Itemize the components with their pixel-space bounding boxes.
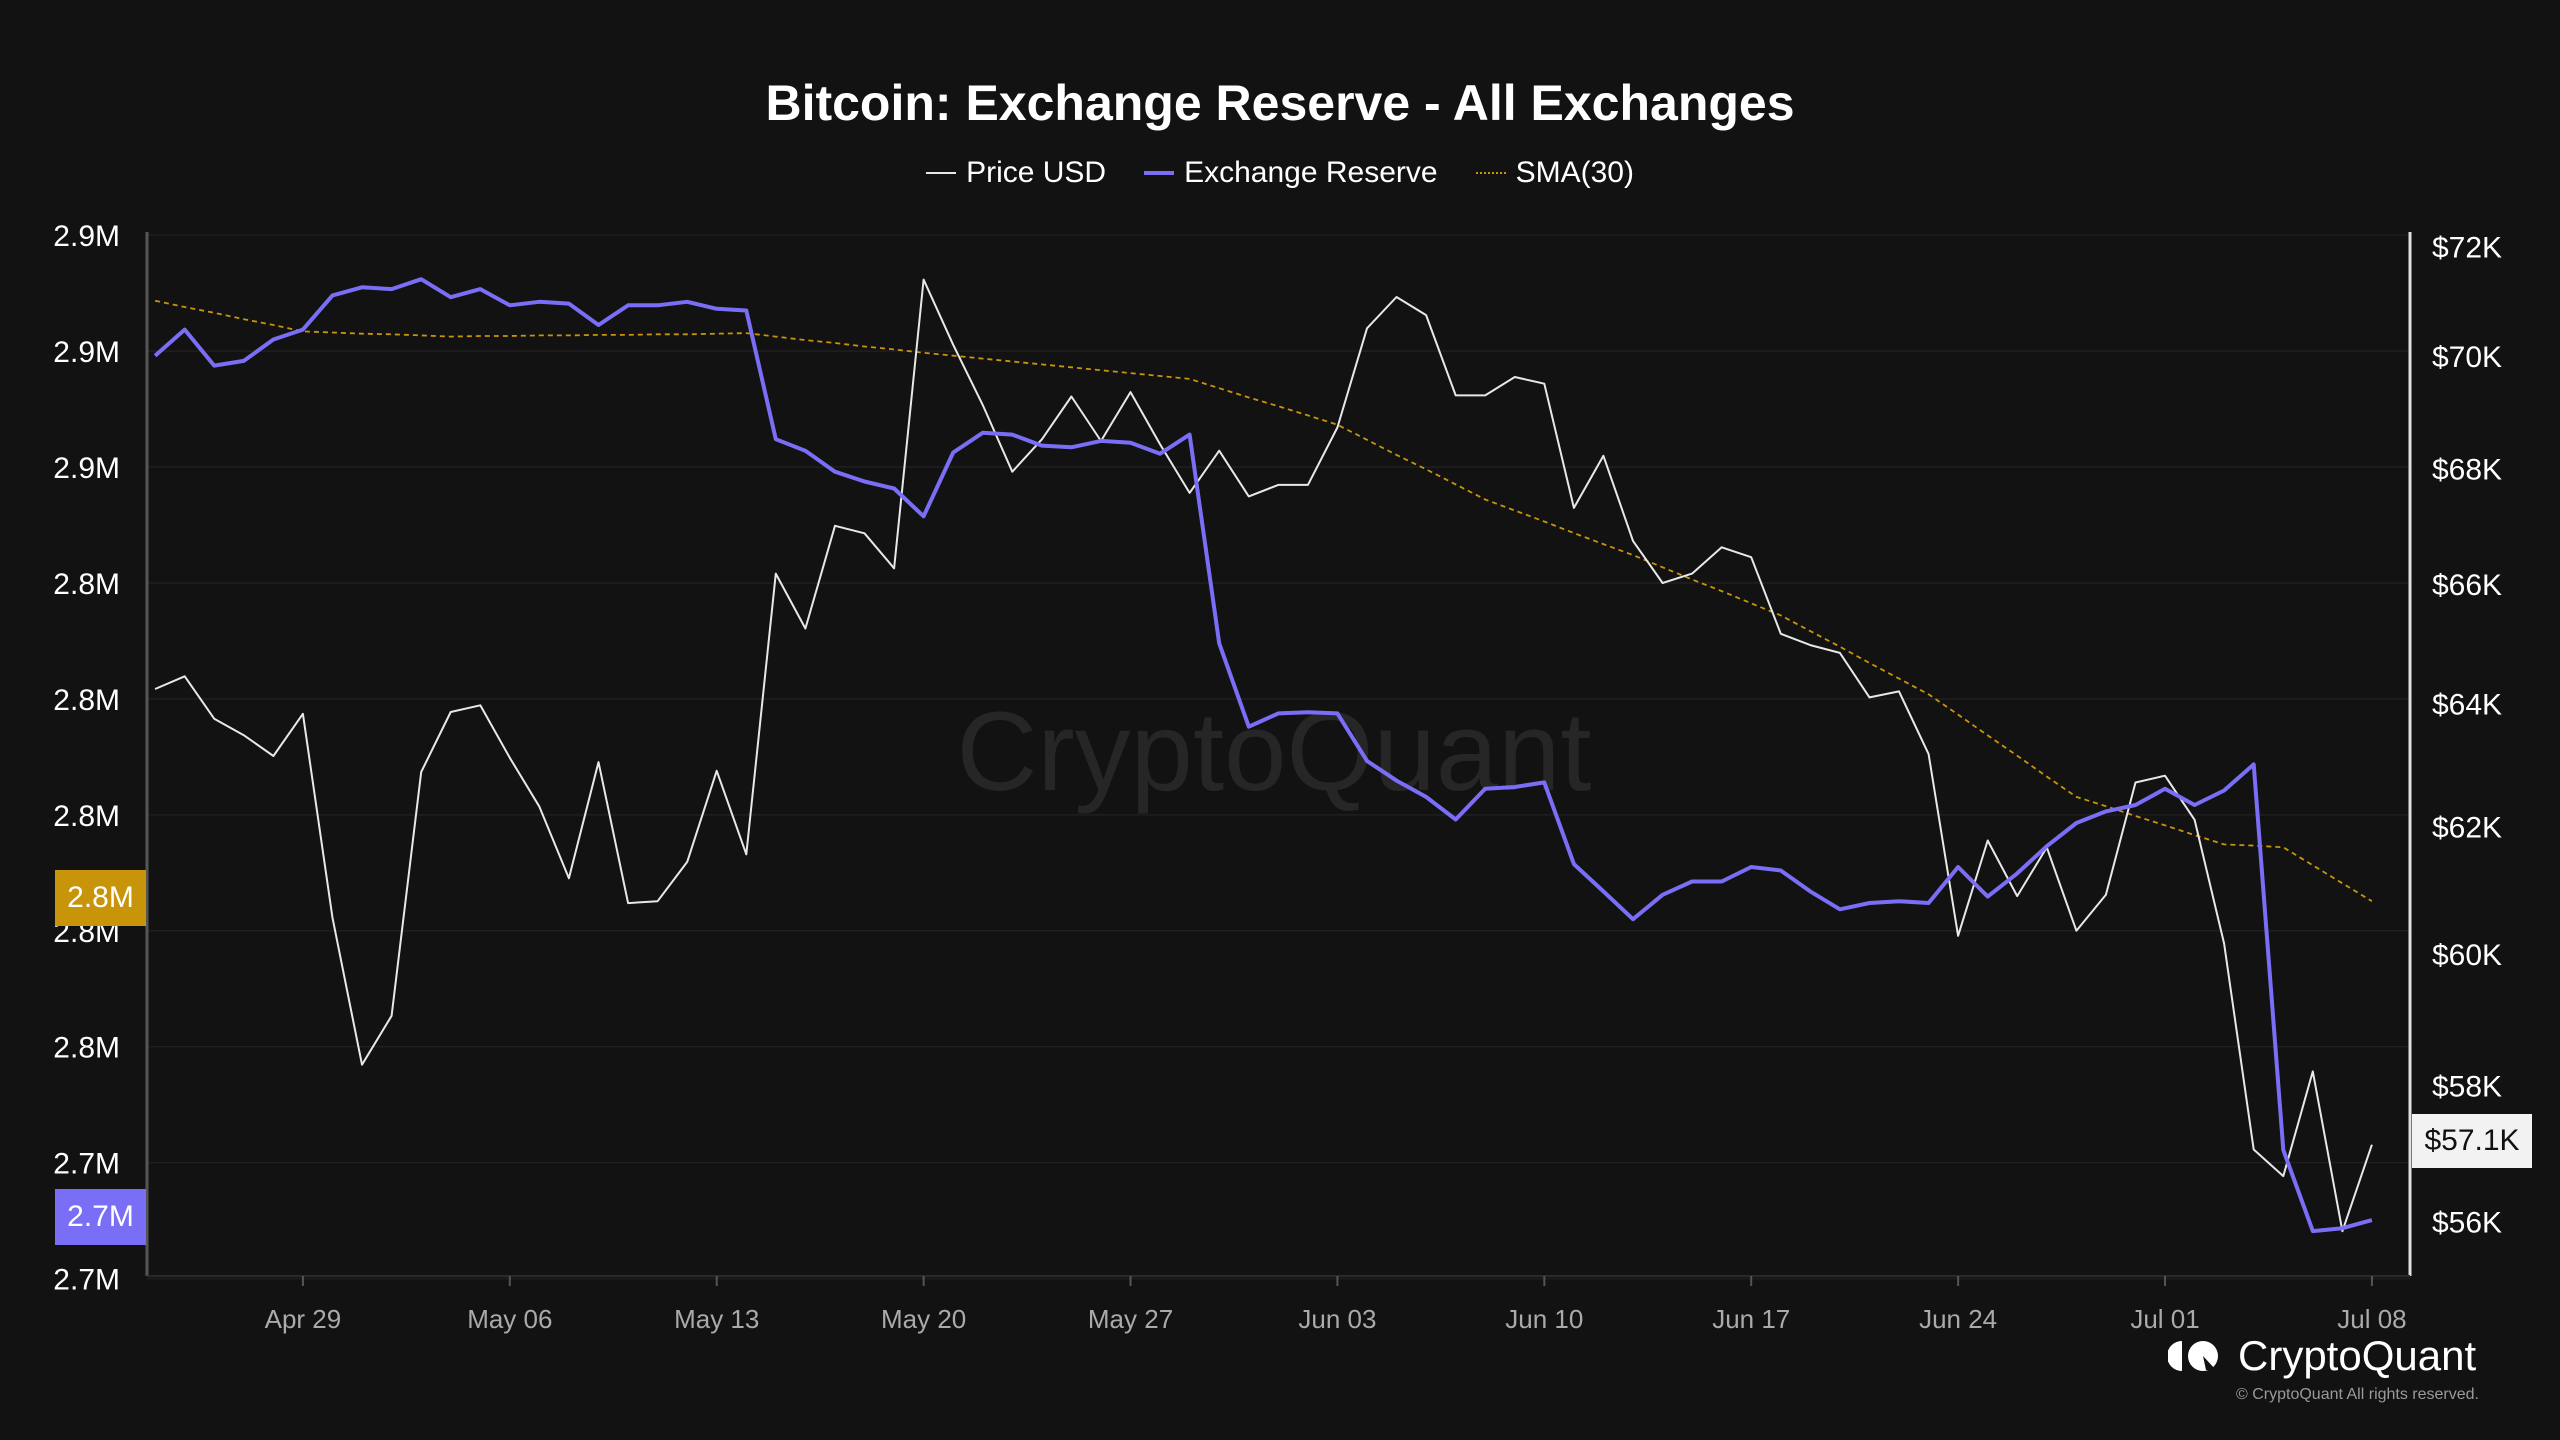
x-tick-label: Apr 29: [265, 1304, 342, 1334]
x-tick-label: Jul 08: [2337, 1304, 2406, 1334]
right-tick-label: $56K: [2432, 1207, 2502, 1240]
right-tick-label: $72K: [2432, 232, 2502, 265]
legend-item-price[interactable]: Price USD: [926, 156, 1106, 190]
watermark: CryptoQuant: [957, 689, 1592, 814]
reserve-current-badge: 2.7M: [55, 1189, 146, 1245]
x-tick-label: May 20: [881, 1304, 966, 1334]
right-tick-label: $60K: [2432, 939, 2502, 972]
right-tick-label: $64K: [2432, 689, 2502, 722]
cryptoquant-logo-icon: [2168, 1341, 2218, 1371]
legend-label-price: Price USD: [966, 156, 1107, 189]
x-tick-label: Jun 03: [1298, 1304, 1376, 1334]
x-tick-label: May 13: [674, 1304, 759, 1334]
left-tick-label: 2.9M: [53, 336, 120, 369]
brand-name: CryptoQuant: [2238, 1332, 2477, 1379]
left-tick-label: 2.8M: [53, 684, 120, 717]
legend-label-sma: SMA(30): [1515, 156, 1634, 189]
right-tick-label: $62K: [2432, 812, 2502, 845]
chart-title: Bitcoin: Exchange Reserve - All Exchange…: [765, 75, 1795, 131]
x-tick-label: Jun 24: [1919, 1304, 1997, 1334]
legend-item-sma[interactable]: SMA(30): [1475, 156, 1634, 190]
brand-logo: CryptoQuant: [2168, 1332, 2476, 1380]
x-tick-label: May 06: [467, 1304, 552, 1334]
x-tick-label: May 27: [1088, 1304, 1173, 1334]
right-tick-label: $70K: [2432, 341, 2502, 374]
copyright: © CryptoQuant All rights reserved.: [2236, 1386, 2479, 1403]
legend-item-reserve[interactable]: Exchange Reserve: [1144, 156, 1438, 190]
x-tick-label: Jun 10: [1505, 1304, 1583, 1334]
left-tick-label: 2.9M: [53, 220, 120, 253]
x-tick-label: Jun 17: [1712, 1304, 1790, 1334]
left-tick-label: 2.8M: [53, 568, 120, 601]
sma-line: [154, 299, 2373, 902]
left-tick-label: 2.9M: [53, 452, 120, 485]
left-tick-label: 2.8M: [53, 800, 120, 833]
x-tick-label: Jul 01: [2130, 1304, 2199, 1334]
left-tick-label: 2.7M: [53, 1264, 120, 1297]
right-tick-label: $68K: [2432, 453, 2502, 486]
legend-swatch-price: [926, 172, 957, 174]
right-tick-label: $58K: [2432, 1070, 2502, 1103]
price-line: [154, 278, 2373, 1233]
left-tick-label: 2.7M: [53, 1148, 120, 1181]
legend-swatch-sma: [1475, 172, 1506, 174]
legend: Price USD Exchange Reserve SMA(30): [0, 156, 2560, 190]
sma-current-badge: 2.8M: [55, 870, 146, 926]
right-tick-label: $66K: [2432, 569, 2502, 602]
reserve-line: [153, 277, 2373, 1234]
price-current-badge: $57.1K: [2412, 1114, 2532, 1168]
left-tick-label: 2.8M: [53, 1032, 120, 1065]
legend-swatch-reserve: [1144, 171, 1175, 175]
legend-label-reserve: Exchange Reserve: [1184, 156, 1438, 189]
